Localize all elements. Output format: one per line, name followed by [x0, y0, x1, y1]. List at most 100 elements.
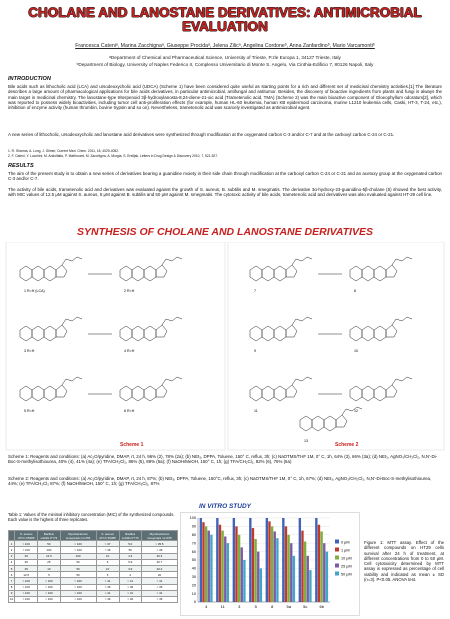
scheme-label: Scheme 2 — [335, 442, 359, 448]
scheme-frame — [5, 242, 226, 451]
legend-swatch — [335, 563, 339, 568]
x-tick-label: 6b — [320, 604, 325, 609]
schemes: 1 R=H (LCA) 2 R=H 3 R=H 4 R=H 5 R=H 6 R=H 7 8 9 1… — [5, 242, 445, 451]
y-tick-label: 70 — [192, 541, 196, 545]
paragraph: Bile acids such as lithocholic acid (LCA… — [8, 84, 442, 111]
x-tick-label: 8 — [271, 604, 274, 609]
section-heading: SYNTHESIS OF CHOLANE AND LANOSTANE DERIV… — [77, 226, 373, 238]
structure — [249, 316, 313, 342]
header-cell: Bacillus subtilis PY79 — [118, 529, 142, 542]
y-tick-label: 20 — [192, 583, 196, 587]
compound-label: 5 R=H — [24, 409, 35, 413]
structure — [19, 316, 83, 342]
y-tick-label: 10 — [192, 592, 196, 596]
y-tick-label: 80 — [192, 533, 196, 537]
bar — [309, 570, 312, 602]
structure — [349, 316, 413, 342]
legend-swatch — [335, 555, 339, 560]
compound-label: 10 — [354, 349, 358, 353]
y-tick-label: 40 — [192, 567, 196, 571]
structure — [119, 376, 183, 402]
table-cell: > 46 — [95, 595, 120, 604]
bar — [254, 539, 257, 602]
compound-label: 12 — [354, 409, 358, 413]
structure — [119, 256, 183, 282]
x-tick-label: 5a — [287, 604, 292, 609]
bar — [237, 534, 241, 602]
table-cell: > 100 — [37, 595, 61, 604]
structure — [349, 256, 413, 282]
bar — [292, 555, 296, 602]
table-row: 2 > 100 100 > 100 > 36 50 > 36 — [7, 546, 179, 554]
paragraph: A new series of lithocholic, ursodeoxych… — [8, 132, 395, 137]
paragraph: The aim of the present study is to obtai… — [8, 171, 442, 182]
y-tick-label: 60 — [192, 550, 196, 554]
legend-label: 0 μM — [341, 540, 350, 544]
x-tick-label: 3 — [238, 604, 241, 609]
bar — [282, 518, 285, 602]
table-cell: > 100 — [14, 595, 39, 604]
compound-label: 1 R=H (LCA) — [24, 289, 45, 293]
table-cell: > 46 — [118, 595, 142, 604]
bar — [290, 543, 293, 602]
x-tick-label: 11 — [221, 604, 226, 609]
compound-label: 9 — [254, 349, 256, 353]
compound-label: 13 — [304, 439, 308, 443]
table-cell: > 100 — [59, 595, 97, 604]
bar — [204, 526, 208, 602]
structure — [349, 376, 413, 402]
structure — [249, 376, 313, 402]
bar — [317, 524, 321, 602]
compound-label: 3 R=H — [24, 349, 35, 353]
compound-label: 6 R=H — [124, 409, 135, 413]
compound-label: 8 — [354, 289, 356, 293]
legend-label: 50 μM — [341, 572, 352, 576]
table-container: S. aureus ATCC 6538P Bacillus subtilis PY… — [7, 529, 179, 604]
table-row: 10 > 100 > 100 > 100 > 46 > 46 > 46 — [7, 595, 179, 604]
poster-title: CHOLANE AND LANOSTANE DERIVATIVES: ANTIM… — [28, 5, 422, 34]
scheme-frame — [227, 242, 445, 451]
scheme-label: Scheme 1 — [120, 442, 144, 448]
authors: Francesca Cateniᵃ, Marina Zacchignaᵃ, Gi… — [75, 43, 375, 49]
bar — [301, 530, 304, 602]
bar — [216, 518, 219, 602]
affiliation: ᵇDepartment of Biology, University of Na… — [76, 62, 374, 67]
bar — [315, 518, 318, 602]
bar — [320, 531, 323, 602]
bar — [224, 536, 227, 602]
x-tick-label: 5c — [303, 604, 307, 609]
bar — [303, 541, 307, 602]
x-tick-label: 5 — [255, 604, 258, 609]
affiliation: ᵃDepartment of Chemical and Pharmaceutic… — [109, 55, 341, 60]
bar — [273, 531, 276, 602]
bar — [298, 518, 302, 602]
header-cell: Mycobacterium smegmatis mc²155 — [59, 529, 97, 542]
bar — [210, 534, 213, 602]
bar — [259, 568, 263, 602]
section-heading: IN VITRO STUDY — [198, 503, 251, 510]
bar — [207, 530, 210, 602]
header-cell: S. aureus ATCC 6538P — [14, 529, 39, 542]
bar — [306, 555, 309, 602]
bar — [249, 518, 252, 602]
legend-swatch — [335, 571, 339, 576]
structure — [19, 376, 83, 402]
table-row: 3 25 12.5 100 10 4.3 46.3 — [7, 552, 179, 560]
bar — [276, 538, 279, 602]
bar — [221, 530, 224, 602]
header-cell: Mycobacterium smegmatis mc²155 — [140, 529, 179, 542]
legend-swatch — [335, 547, 339, 552]
y-tick-label: 100 — [190, 516, 196, 520]
bar — [226, 543, 230, 602]
legend-label: 1 μM — [341, 548, 350, 552]
bar — [270, 526, 274, 602]
legend-label: 25 μM — [341, 564, 352, 568]
structure — [119, 316, 183, 342]
bar — [218, 524, 222, 602]
header-cell: S. aureus ATCC 6538P — [95, 529, 120, 542]
compound-label: 4 R=H — [124, 349, 135, 353]
table-row: 8 > 100 > 100 > 100 > 36 > 36 > 36 — [7, 583, 179, 591]
reference: 1. R. Sharma, A. Long, J. Gilmer, Curren… — [8, 149, 119, 153]
table-cell: 10 — [7, 595, 16, 604]
